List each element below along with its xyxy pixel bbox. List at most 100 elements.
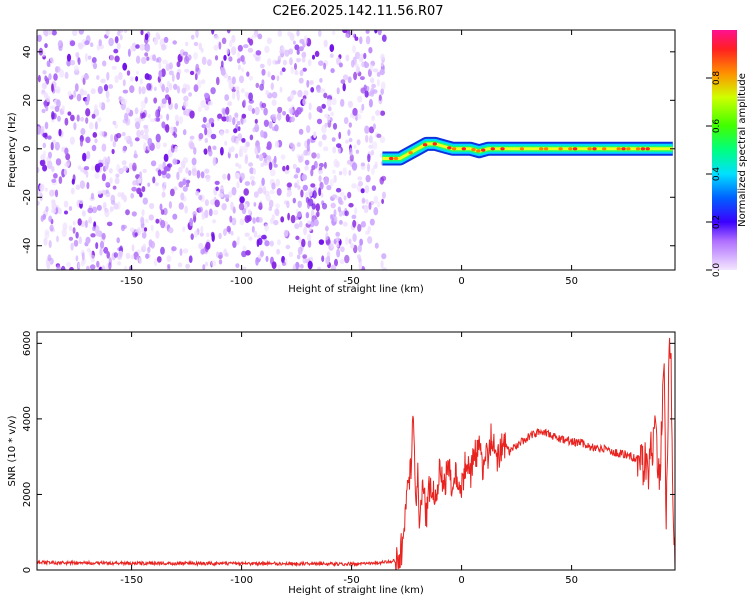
noise-speck	[335, 187, 342, 193]
noise-speck	[42, 142, 46, 149]
noise-speck	[349, 154, 354, 162]
noise-speck	[115, 173, 120, 178]
noise-speck	[316, 153, 321, 159]
noise-speck	[293, 40, 296, 45]
noise-speck	[69, 266, 74, 270]
noise-speck	[193, 41, 199, 47]
noise-speck	[304, 165, 309, 171]
noise-speck	[248, 236, 253, 241]
noise-speck	[51, 166, 55, 172]
noise-speck	[161, 121, 166, 129]
noise-speck	[277, 106, 283, 114]
noise-speck	[360, 188, 365, 194]
noise-speck	[276, 188, 282, 196]
noise-speck	[204, 137, 208, 144]
noise-speck	[178, 166, 183, 174]
noise-speck	[155, 109, 160, 118]
noise-speck	[255, 56, 259, 61]
noise-speck	[182, 248, 189, 254]
noise-speck	[313, 131, 317, 139]
track-peak	[471, 148, 476, 152]
noise-speck	[132, 162, 137, 172]
colorbar-label: Normalized spectral amplitude	[737, 73, 748, 227]
noise-speck	[242, 266, 247, 270]
noise-speck	[356, 139, 361, 146]
noise-speck	[378, 94, 382, 101]
noise-speck	[294, 69, 299, 76]
noise-speck	[206, 232, 210, 238]
noise-speck	[83, 166, 90, 171]
noise-speck	[123, 265, 128, 270]
noise-speck	[152, 54, 157, 62]
noise-speck	[63, 169, 67, 176]
noise-speck	[342, 167, 348, 176]
noise-speck	[323, 39, 328, 48]
noise-speck	[48, 151, 52, 159]
noise-speck	[188, 255, 193, 263]
noise-speck	[342, 74, 349, 81]
noise-speck	[373, 207, 379, 216]
x-tick-label: -100	[230, 575, 253, 586]
noise-speck	[116, 42, 121, 50]
noise-speck	[243, 99, 247, 107]
noise-speck	[323, 92, 328, 99]
noise-speck	[225, 252, 229, 257]
track-peak	[422, 143, 428, 147]
noise-speck	[88, 216, 93, 222]
noise-speck	[292, 163, 297, 169]
noise-speck	[65, 153, 71, 161]
figure-title: C2E6.2025.142.11.56.R07	[272, 4, 443, 19]
noise-speck	[68, 206, 73, 211]
noise-speck	[202, 264, 206, 270]
noise-speck	[233, 128, 238, 134]
noise-speck	[179, 248, 183, 256]
noise-speck	[329, 178, 334, 187]
noise-speck	[235, 162, 239, 167]
noise-speck	[213, 44, 219, 51]
bottom-x-ticks: -150 -100 -50 0 50	[120, 332, 578, 586]
noise-speck	[259, 83, 264, 91]
noise-speck	[368, 135, 373, 144]
noise-speck	[86, 93, 91, 103]
noise-speck	[49, 105, 56, 110]
noise-speck	[77, 165, 82, 170]
noise-speck	[338, 131, 342, 140]
noise-speck	[114, 75, 119, 84]
noise-speck	[266, 141, 272, 150]
noise-speck	[140, 100, 146, 109]
noise-speck	[293, 174, 299, 179]
noise-speck	[287, 212, 290, 221]
noise-speck	[139, 78, 143, 85]
noise-speck	[352, 56, 357, 66]
noise-speck	[193, 147, 197, 155]
noise-speck	[326, 98, 332, 108]
noise-speck	[73, 239, 79, 247]
noise-speck	[163, 153, 169, 162]
bottom-y-axis-label: SNR (10 * v/v)	[7, 415, 18, 486]
noise-speck	[321, 134, 327, 141]
noise-speck	[161, 191, 166, 198]
noise-speck	[51, 111, 55, 120]
x-tick-label: -150	[120, 276, 143, 287]
noise-speck	[142, 243, 146, 250]
noise-speck	[296, 57, 302, 63]
track-peak	[640, 147, 646, 151]
noise-speck	[223, 228, 227, 236]
noise-speck	[321, 103, 327, 109]
noise-speck	[199, 232, 204, 237]
noise-speck	[237, 133, 243, 141]
noise-speck	[207, 59, 212, 67]
noise-speck	[347, 191, 352, 199]
noise-speck	[138, 257, 143, 265]
track-peak	[635, 147, 641, 151]
noise-speck	[289, 32, 295, 41]
noise-speck	[204, 92, 209, 99]
noise-speck	[40, 154, 46, 161]
noise-speck	[338, 62, 343, 68]
noise-speck	[41, 82, 48, 90]
noise-speck	[49, 189, 55, 197]
noise-speck	[221, 37, 227, 45]
noise-speck	[106, 251, 110, 259]
noise-speck	[343, 195, 347, 201]
noise-speck	[195, 30, 199, 39]
